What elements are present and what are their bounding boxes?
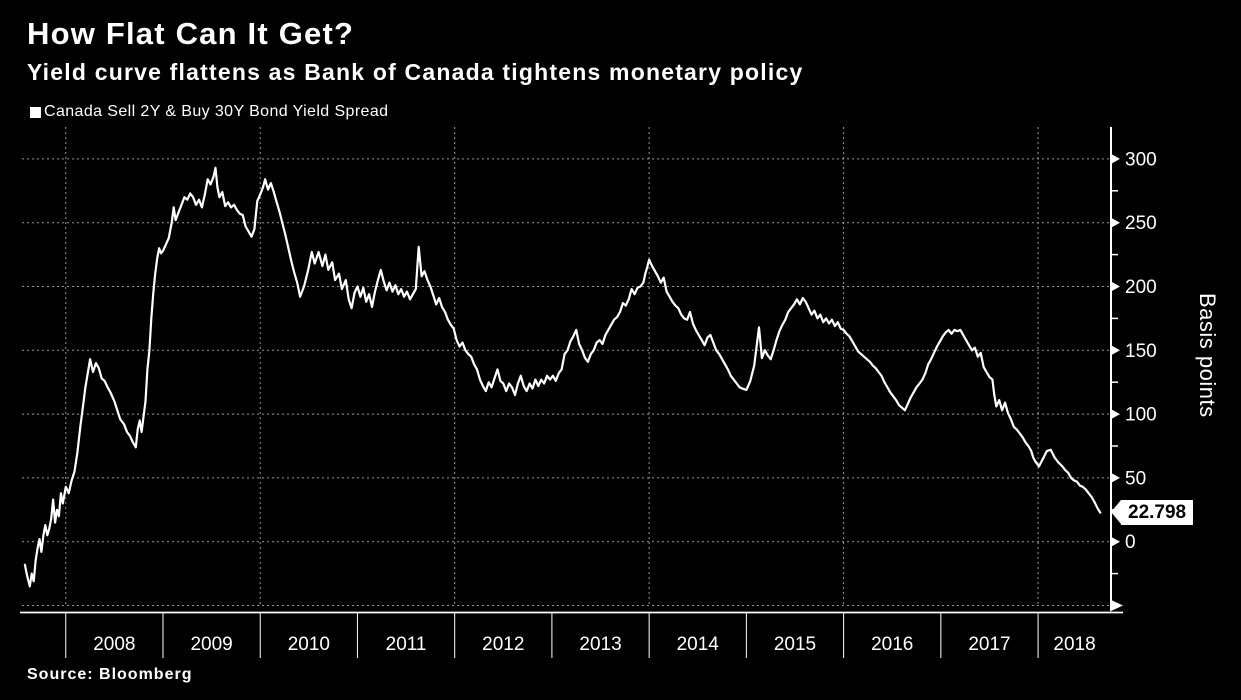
y-tick-label: 50	[1125, 468, 1146, 489]
y-major-tick-icon	[1111, 472, 1120, 483]
y-axis-title: Basis points	[1195, 293, 1220, 418]
x-tick-label: 2010	[288, 634, 330, 655]
y-major-tick-icon	[1111, 281, 1120, 292]
y-tick-label: 250	[1125, 213, 1157, 234]
x-tick-label: 2011	[386, 634, 427, 655]
x-axis-arrow-icon	[1110, 599, 1123, 612]
x-tick-label: 2015	[774, 634, 816, 655]
chart-subtitle: Yield curve flattens as Bank of Canada t…	[27, 59, 804, 85]
x-tick-label: 2009	[190, 634, 232, 655]
y-tick-label: 150	[1125, 341, 1157, 362]
chart-title: How Flat Can It Get?	[27, 16, 355, 51]
y-tick-label: 200	[1125, 277, 1157, 298]
x-tick-label: 2014	[677, 634, 720, 655]
y-major-tick-icon	[1111, 536, 1120, 547]
x-tick-label: 2016	[871, 634, 913, 655]
x-tick-label: 2013	[579, 634, 621, 655]
x-tick-label: 2012	[482, 634, 524, 655]
series-line	[23, 166, 1102, 588]
y-major-tick-icon	[1111, 153, 1120, 164]
source-note: Source: Bloomberg	[27, 666, 193, 683]
y-major-tick-icon	[1111, 409, 1120, 420]
x-tick-label: 2018	[1053, 634, 1095, 655]
x-tick-label: 2017	[968, 634, 1010, 655]
legend: Canada Sell 2Y & Buy 30Y Bond Yield Spre…	[30, 103, 388, 121]
legend-label: Canada Sell 2Y & Buy 30Y Bond Yield Spre…	[44, 103, 389, 120]
legend-swatch-icon	[30, 106, 41, 118]
x-tick-label: 2008	[93, 634, 135, 655]
last-value-label: 22.798	[1110, 500, 1194, 525]
y-major-tick-icon	[1111, 345, 1120, 356]
y-tick-label: 300	[1125, 149, 1157, 170]
y-tick-label: 0	[1125, 532, 1136, 553]
y-tick-label: 100	[1125, 405, 1157, 426]
y-major-tick-icon	[1111, 217, 1120, 228]
